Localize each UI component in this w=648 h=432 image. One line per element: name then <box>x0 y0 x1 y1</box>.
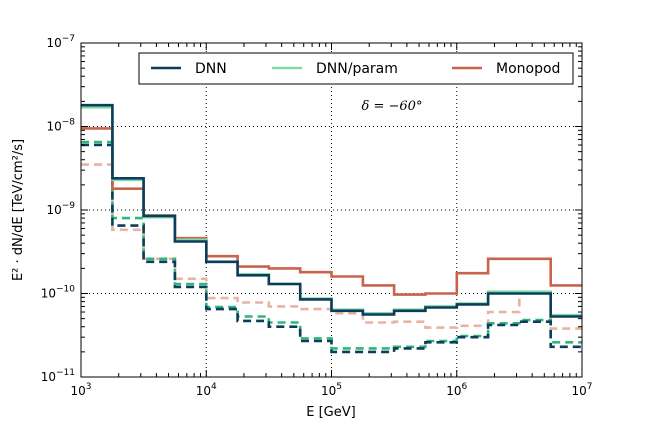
y-tick-label: 10−11 <box>41 368 75 384</box>
dnn-line <box>81 103 582 318</box>
series-group <box>81 103 582 354</box>
x-tick-label: 103 <box>70 382 91 398</box>
x-tick-label: 107 <box>571 382 592 398</box>
y-tick-label: 10−9 <box>46 201 75 217</box>
y-axis-label: E² · dN/dE [TeV/cm²/s] <box>11 139 26 281</box>
series-4-dashed-line <box>81 140 582 350</box>
legend-box <box>138 52 574 85</box>
legend-label: DNN/param <box>316 61 398 77</box>
legend-label: Monopod <box>496 61 560 77</box>
y-tick-label: 10−7 <box>46 34 75 50</box>
x-tick-label: 106 <box>446 382 467 398</box>
series-3-dashed-line <box>81 143 582 354</box>
x-tick-label: 105 <box>321 382 342 398</box>
tick-labels: 103 104 105 106 107 10−11 10−10 10−9 10−8 10−7 <box>41 34 593 398</box>
ticks <box>80 43 582 378</box>
y-tick-label: 10−10 <box>41 285 76 301</box>
y-tick-label: 10−8 <box>46 118 75 134</box>
x-tick-label: 104 <box>196 382 217 398</box>
legend-label: DNN <box>195 61 227 77</box>
x-axis-label: E [GeV] <box>306 405 355 420</box>
declination-annotation: δ = −60° <box>362 99 423 114</box>
legend: DNN DNN/param Monopod <box>138 52 574 85</box>
